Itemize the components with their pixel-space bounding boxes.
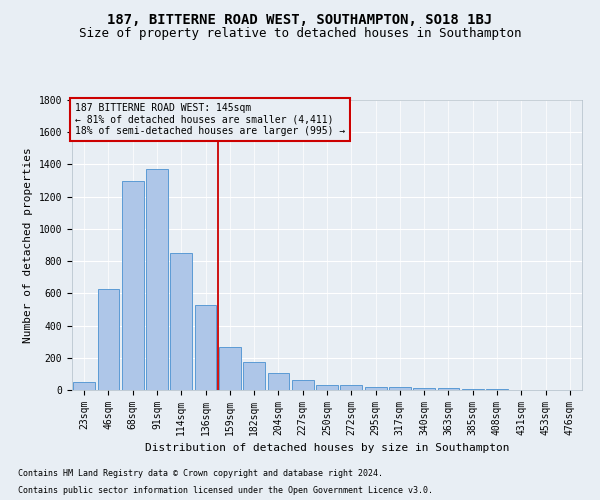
Bar (268, 373, 289, 390)
Text: Size of property relative to detached houses in Southampton: Size of property relative to detached ho… (79, 28, 521, 40)
Bar (340, 385, 362, 390)
Bar (437, 388, 460, 390)
Bar (462, 388, 484, 390)
Bar (219, 346, 241, 390)
Text: Contains public sector information licensed under the Open Government Licence v3: Contains public sector information licen… (18, 486, 433, 495)
Bar (243, 362, 265, 390)
Bar (122, 180, 143, 390)
Bar (194, 304, 217, 390)
Bar (486, 389, 508, 390)
Bar (389, 387, 411, 390)
Bar (73, 382, 95, 390)
Text: 187, BITTERNE ROAD WEST, SOUTHAMPTON, SO18 1BJ: 187, BITTERNE ROAD WEST, SOUTHAMPTON, SO… (107, 12, 493, 26)
Bar (146, 170, 168, 390)
Bar (97, 290, 119, 390)
Text: 187 BITTERNE ROAD WEST: 145sqm
← 81% of detached houses are smaller (4,411)
18% : 187 BITTERNE ROAD WEST: 145sqm ← 81% of … (74, 103, 345, 136)
Bar (413, 388, 435, 390)
Bar (316, 385, 338, 390)
Bar (292, 380, 314, 390)
X-axis label: Distribution of detached houses by size in Southampton: Distribution of detached houses by size … (145, 444, 509, 454)
Y-axis label: Number of detached properties: Number of detached properties (23, 147, 33, 343)
Bar (170, 253, 192, 390)
Bar (365, 387, 386, 390)
Text: Contains HM Land Registry data © Crown copyright and database right 2024.: Contains HM Land Registry data © Crown c… (18, 468, 383, 477)
